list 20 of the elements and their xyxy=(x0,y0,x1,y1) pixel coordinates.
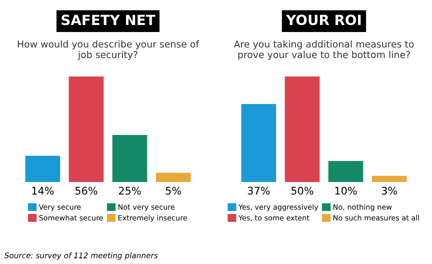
bar xyxy=(328,161,364,182)
data-label: 37% xyxy=(248,186,270,195)
bar xyxy=(156,172,191,182)
bar xyxy=(372,176,407,182)
data-label: 14% xyxy=(32,186,54,195)
chart-title: YOUR ROI xyxy=(286,14,361,26)
data-label: 3% xyxy=(382,186,398,195)
data-label: 5% xyxy=(166,186,182,195)
data-label: 50% xyxy=(291,186,314,195)
data-label: 25% xyxy=(118,186,141,195)
chart-subtitle: Are you taking additional measures to prove your value to the bottom line? xyxy=(234,40,414,60)
bar xyxy=(241,104,276,182)
bar xyxy=(68,76,104,182)
chart-subtitle: How would you describe your sense of job security? xyxy=(18,40,200,60)
data-label: 56% xyxy=(75,186,98,195)
chart-title: SAFETY NET xyxy=(62,14,156,26)
bar xyxy=(112,135,148,182)
bar xyxy=(284,76,320,182)
bar xyxy=(25,156,60,182)
data-label: 10% xyxy=(335,186,357,195)
